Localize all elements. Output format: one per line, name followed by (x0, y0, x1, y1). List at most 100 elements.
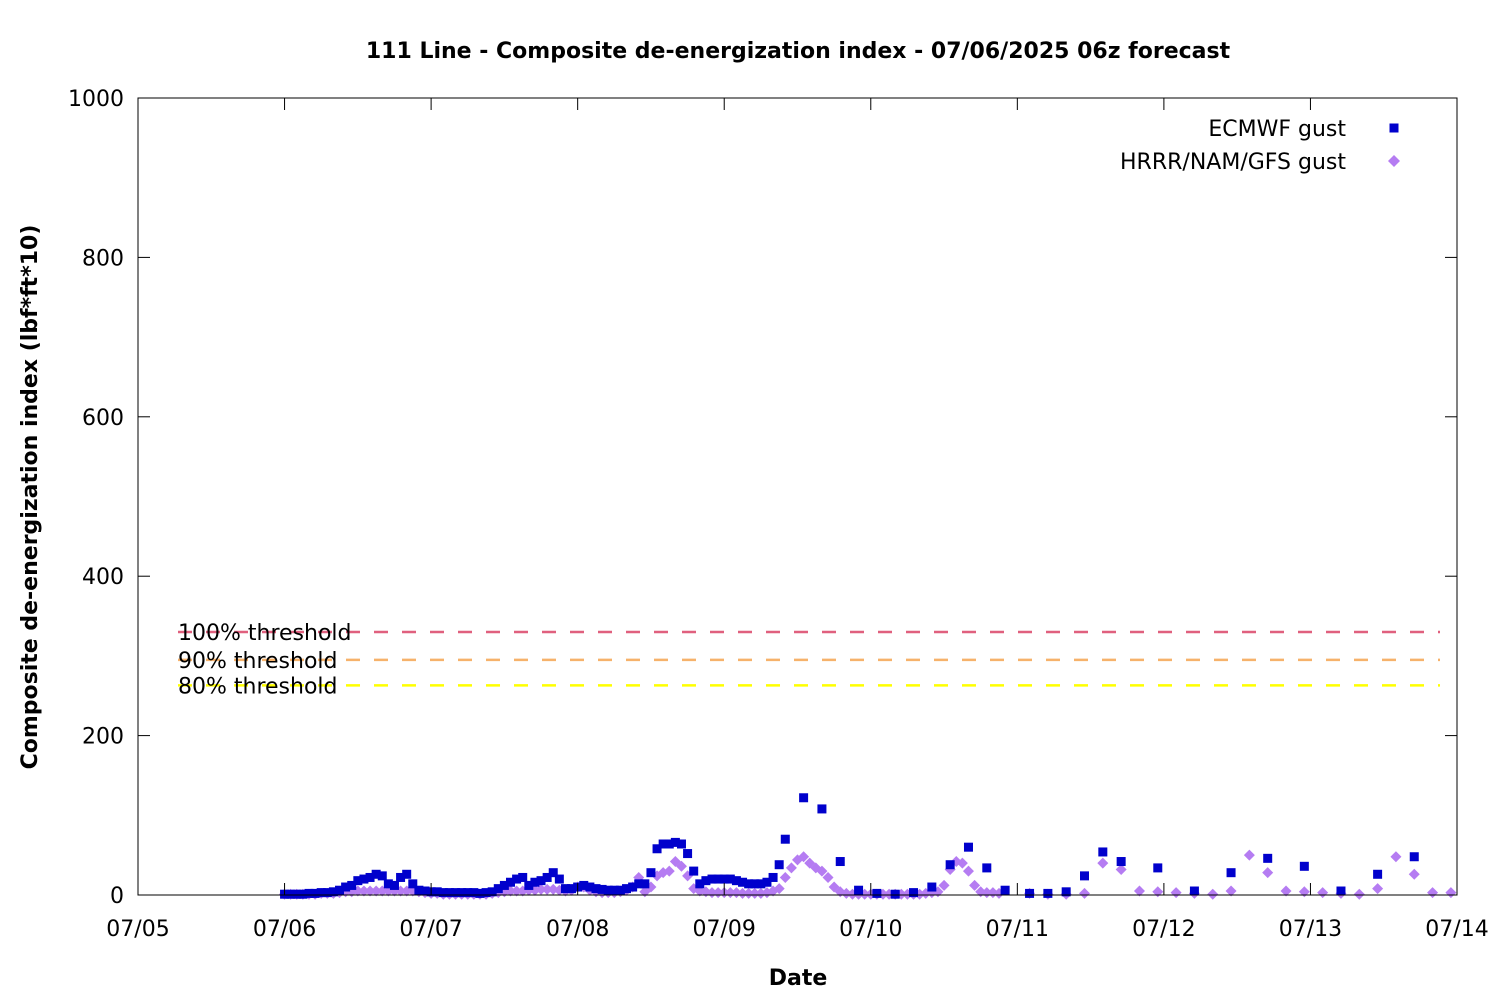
data-point-ecmwf (1373, 869, 1383, 879)
data-point-ecmwf (731, 876, 741, 886)
data-point-ecmwf (1116, 857, 1126, 867)
data-point-ecmwf (1000, 885, 1010, 895)
data-point-ecmwf (634, 879, 644, 889)
data-point-hrrr (743, 887, 755, 899)
data-point-ecmwf (854, 885, 864, 895)
data-point-ecmwf (622, 884, 632, 894)
y-tick-label: 1000 (68, 87, 124, 112)
x-tick-label: 07/14 (1425, 917, 1488, 942)
data-point-ecmwf (713, 874, 723, 884)
data-point-hrrr (1445, 887, 1457, 899)
data-point-ecmwf (383, 879, 393, 889)
data-point-hrrr (1298, 886, 1310, 898)
data-point-ecmwf (451, 888, 461, 898)
threshold-label: 80% threshold (178, 674, 338, 699)
axes: 0 200 400 600 800 1000 07/05 07/06 07/07 07/08 07/… (68, 87, 1489, 942)
data-point-ecmwf (756, 879, 766, 889)
x-tick-label: 07/12 (1132, 917, 1195, 942)
data-point-ecmwf (1263, 853, 1273, 863)
data-point-ecmwf (591, 884, 601, 894)
data-point-hrrr (938, 879, 950, 891)
data-point-hrrr (1280, 885, 1292, 897)
data-point-ecmwf (347, 880, 357, 890)
y-tick-label: 200 (82, 725, 124, 750)
data-point-hrrr (798, 851, 810, 863)
data-point-ecmwf (408, 879, 418, 889)
plot-frame (137, 97, 1458, 896)
x-tick-label: 07/07 (399, 917, 462, 942)
data-point-hrrr (969, 879, 981, 891)
data-point-ecmwf (365, 872, 375, 882)
data-point-ecmwf (359, 874, 369, 884)
data-point-hrrr (785, 862, 797, 874)
data-point-ecmwf (463, 888, 473, 898)
data-point-hrrr (1133, 885, 1145, 897)
data-point-hrrr (1317, 887, 1329, 899)
x-tick-label: 07/08 (546, 917, 609, 942)
data-point-ecmwf (676, 839, 686, 849)
data-point-ecmwf (780, 834, 790, 844)
data-point-ecmwf (438, 888, 448, 898)
data-point-hrrr (1372, 883, 1384, 895)
data-point-ecmwf (469, 888, 479, 898)
data-point-hrrr (737, 887, 749, 899)
data-point-hrrr (1115, 863, 1127, 875)
y-tick-label: 600 (82, 406, 124, 431)
legend-marker-hrrr (1388, 155, 1400, 167)
data-point-ecmwf (481, 888, 491, 898)
x-tick-label: 07/09 (693, 917, 756, 942)
data-point-ecmwf (817, 804, 827, 814)
data-point-ecmwf (1336, 886, 1346, 896)
data-point-ecmwf (774, 860, 784, 870)
data-point-ecmwf (389, 880, 399, 890)
data-point-ecmwf (945, 860, 955, 870)
data-point-ecmwf (396, 872, 406, 882)
data-point-ecmwf (475, 888, 485, 898)
data-point-ecmwf (286, 889, 296, 899)
data-point-ecmwf (530, 877, 540, 887)
data-point-ecmwf (1025, 888, 1035, 898)
data-point-ecmwf (542, 872, 552, 882)
data-point-ecmwf (707, 874, 717, 884)
data-point-ecmwf (658, 839, 668, 849)
data-point-hrrr (1353, 888, 1365, 900)
legend: ECMWF gust HRRR/NAM/GFS gust (1120, 117, 1400, 175)
data-point-hrrr (370, 885, 382, 897)
y-tick-label: 0 (110, 884, 124, 909)
data-point-ecmwf (518, 872, 528, 882)
data-point-ecmwf (505, 877, 515, 887)
data-point-ecmwf (310, 888, 320, 898)
data-point-ecmwf (341, 882, 351, 892)
data-point-hrrr (364, 885, 376, 897)
data-point-ecmwf (1409, 852, 1419, 862)
data-point-hrrr (773, 883, 785, 895)
data-point-ecmwf (1061, 887, 1071, 897)
data-point-ecmwf (835, 857, 845, 867)
data-point-hrrr (749, 887, 761, 899)
data-point-ecmwf (353, 876, 363, 886)
data-point-ecmwf (414, 885, 424, 895)
data-point-hrrr (1079, 887, 1091, 899)
x-tick-label: 07/11 (986, 917, 1049, 942)
data-point-hrrr (1408, 868, 1420, 880)
data-point-ecmwf (799, 793, 809, 803)
data-point-ecmwf (499, 880, 509, 890)
data-point-ecmwf (719, 874, 729, 884)
legend-label-hrrr: HRRR/NAM/GFS gust (1120, 150, 1346, 175)
data-point-ecmwf (493, 884, 503, 894)
data-point-ecmwf (603, 885, 613, 895)
y-tick-label: 800 (82, 246, 124, 271)
data-point-ecmwf (579, 880, 589, 890)
data-point-ecmwf (762, 877, 772, 887)
data-point-ecmwf (335, 885, 345, 895)
data-point-ecmwf (738, 877, 748, 887)
data-point-ecmwf (371, 869, 381, 879)
data-point-hrrr (541, 883, 553, 895)
y-tick-label: 400 (82, 565, 124, 590)
data-point-ecmwf (683, 849, 693, 859)
ecmwf-series (280, 793, 1419, 899)
data-point-ecmwf (432, 887, 442, 897)
data-point-ecmwf (536, 876, 546, 886)
data-point-ecmwf (963, 842, 973, 852)
